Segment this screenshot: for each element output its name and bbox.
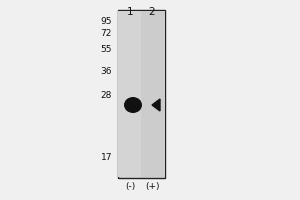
Text: 95: 95 [100,18,112,26]
Text: 28: 28 [100,92,112,100]
Bar [141,11,165,177]
Bar [118,10,165,178]
Text: 17: 17 [100,154,112,162]
Ellipse shape [124,97,142,113]
Polygon shape [152,99,160,111]
Text: 55: 55 [100,46,112,54]
Text: (+): (+) [145,182,159,190]
Bar [118,11,141,177]
Text: 2: 2 [149,7,155,17]
Text: (-): (-) [125,182,135,190]
Text: 1: 1 [127,7,133,17]
Text: 72: 72 [100,28,112,38]
Text: 36: 36 [100,68,112,76]
